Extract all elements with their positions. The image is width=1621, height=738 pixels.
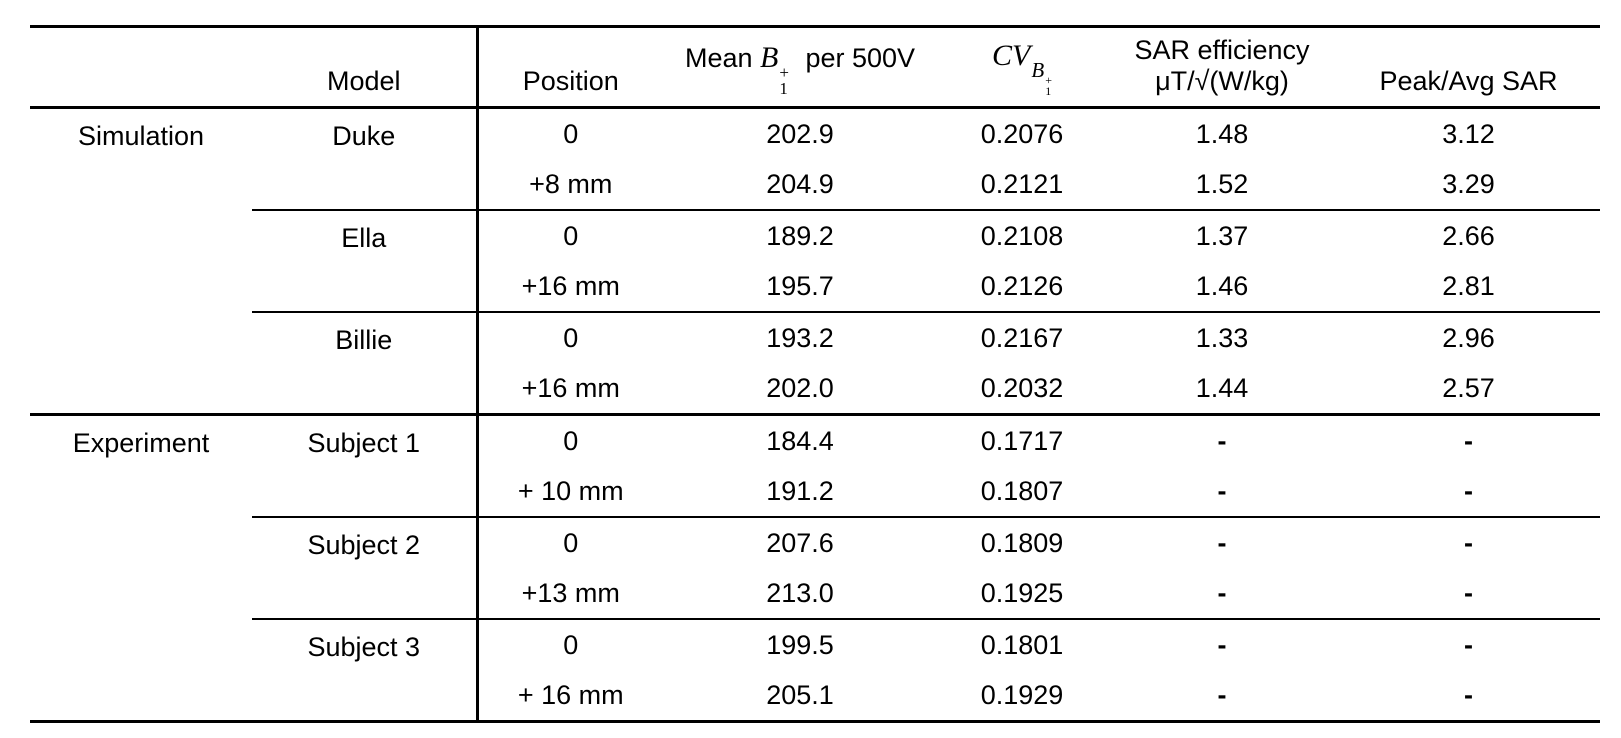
cell-cv: 0.1929	[980, 679, 1064, 710]
cell-mean-b1: 207.6	[766, 527, 834, 558]
table-row: Subject 3 0 199.5 0.1801 - -	[30, 619, 1600, 722]
col-header-group	[30, 26, 252, 109]
cell-position: +16 mm	[477, 363, 663, 416]
cell-mean-b1: 195.7	[663, 261, 937, 313]
table-row: Billie 0 193.2 0.2167 1.33 2.96	[30, 312, 1600, 416]
cell-peak-avg-sar: 2.96	[1442, 322, 1495, 353]
cell-sar-efficiency: 1.52	[1107, 159, 1337, 211]
cell-position: 0	[563, 220, 579, 251]
cell-sar-efficiency: -	[1217, 425, 1227, 456]
cell-sar-efficiency: 1.46	[1107, 261, 1337, 313]
cell-mean-b1: 202.0	[663, 363, 937, 416]
col-header-mean-b1: Mean B +1 per 500V	[663, 26, 937, 109]
table-row: Ella 0 189.2 0.2108 1.37 2.66	[30, 210, 1600, 313]
cell-cv: 0.2032	[937, 363, 1107, 416]
cell-peak-avg-sar: -	[1464, 425, 1473, 456]
cell-sar-efficiency: 1.48	[1195, 118, 1249, 149]
cell-peak-avg-sar: -	[1464, 679, 1473, 710]
cell-peak-avg-sar: 2.81	[1337, 261, 1600, 313]
cell-position: +16 mm	[477, 261, 663, 313]
table-row: +16 mm 195.7 0.2126 1.46 2.81	[30, 261, 1600, 313]
b1-scripts: +1	[779, 63, 789, 98]
model-label: Subject 2	[252, 517, 479, 620]
cell-position: + 16 mm	[517, 679, 624, 710]
cell-sar-efficiency: 1.33	[1195, 322, 1249, 353]
cell-cv: 0.1925	[937, 568, 1107, 620]
cell-position: +8 mm	[477, 159, 663, 211]
cv-symbol: CV	[992, 39, 1031, 72]
table-body: Simulation Duke 0 202.9 0.2076 1.48 3.12 +8 mm 2…	[30, 107, 1600, 722]
cell-peak-avg-sar: 3.29	[1337, 159, 1600, 211]
model-label: Billie	[252, 312, 479, 416]
cell-sar-efficiency: -	[1107, 466, 1337, 518]
cell-position: 0	[563, 629, 579, 660]
cell-position: + 10 mm	[477, 466, 663, 518]
cell-position: 0	[563, 425, 579, 456]
cell-mean-b1: 189.2	[766, 220, 834, 251]
cell-peak-avg-sar: -	[1464, 527, 1473, 558]
model-label: Subject 3	[252, 619, 479, 722]
cell-mean-b1: 193.2	[766, 322, 834, 353]
cell-peak-avg-sar: -	[1337, 466, 1600, 518]
cell-mean-b1: 199.5	[766, 629, 834, 660]
table-row: Subject 2 0 207.6 0.1809- -	[30, 517, 1600, 620]
table-row: + 10 mm 191.2 0.1807- -	[30, 466, 1600, 518]
b1-symbol: B	[760, 41, 779, 74]
cell-sar-efficiency: -	[1107, 568, 1337, 620]
cell-mean-b1: 191.2	[663, 466, 937, 518]
col-header-position: Position	[477, 26, 663, 109]
col-header-cv-b1: CVB +1	[937, 26, 1107, 109]
table-row: +8 mm 204.9 0.2121 1.52 3.29	[30, 159, 1600, 211]
cell-cv: 0.1717	[980, 425, 1064, 456]
model-label: Ella	[252, 210, 479, 313]
cell-sar-efficiency: 1.44	[1107, 363, 1337, 416]
model-label: Subject 1	[252, 414, 479, 518]
model-label: Duke	[252, 107, 479, 211]
cell-cv: 0.1801	[980, 629, 1064, 660]
cell-peak-avg-sar: -	[1464, 629, 1473, 660]
col-header-peak-avg-sar: Peak/Avg SAR	[1337, 26, 1600, 109]
cell-position: 0	[563, 527, 579, 558]
results-table: Model Position Mean B +1 per 500V CVB +1 S…	[30, 25, 1600, 723]
cv-subscript: B +1	[1031, 58, 1052, 98]
cell-mean-b1: 184.4	[766, 425, 834, 456]
cell-sar-efficiency: -	[1217, 527, 1227, 558]
cell-cv: 0.1807	[937, 466, 1107, 518]
cell-sar-efficiency: -	[1217, 629, 1227, 660]
table-row: + 16 mm 205.1 0.1929 - -	[30, 670, 1600, 722]
group-label: Experiment	[72, 428, 210, 458]
col-header-model: Model	[252, 26, 479, 109]
cell-cv: 0.2126	[937, 261, 1107, 313]
cell-cv: 0.2167	[980, 322, 1064, 353]
cell-cv: 0.2121	[937, 159, 1107, 211]
cell-sar-efficiency: 1.37	[1195, 220, 1249, 251]
table-row: +13 mm 213.0 0.1925- -	[30, 568, 1600, 620]
table-row: Experiment Subject 1 0 184.4 0.1717- -	[30, 414, 1600, 518]
col-header-sar-efficiency: SAR efficiency μT/√(W/kg)	[1107, 26, 1337, 109]
cell-mean-b1: 202.9	[766, 118, 834, 149]
group-label: Simulation	[30, 107, 252, 416]
cell-cv: 0.1809	[980, 527, 1064, 558]
cell-mean-b1: 205.1	[766, 679, 834, 710]
cell-peak-avg-sar: 2.66	[1442, 220, 1495, 251]
cell-position: +13 mm	[477, 568, 663, 620]
cell-peak-avg-sar: 3.12	[1442, 118, 1495, 149]
cell-peak-avg-sar: -	[1337, 568, 1600, 620]
cell-sar-efficiency: -	[1217, 679, 1227, 710]
cell-position: 0	[563, 322, 579, 353]
header-row: Model Position Mean B +1 per 500V CVB +1 S…	[30, 26, 1600, 109]
cell-cv: 0.2108	[980, 220, 1064, 251]
cell-cv: 0.2076	[980, 118, 1064, 149]
table-row: Simulation Duke 0 202.9 0.2076 1.48 3.12	[30, 107, 1600, 416]
cell-mean-b1: 204.9	[663, 159, 937, 211]
cell-mean-b1: 213.0	[663, 568, 937, 620]
cell-position: 0	[563, 118, 579, 149]
cell-peak-avg-sar: 2.57	[1337, 363, 1600, 416]
table-row: +16 mm 202.0 0.2032 1.44 2.57	[30, 363, 1600, 416]
table-header: Model Position Mean B +1 per 500V CVB +1 S…	[30, 26, 1600, 109]
